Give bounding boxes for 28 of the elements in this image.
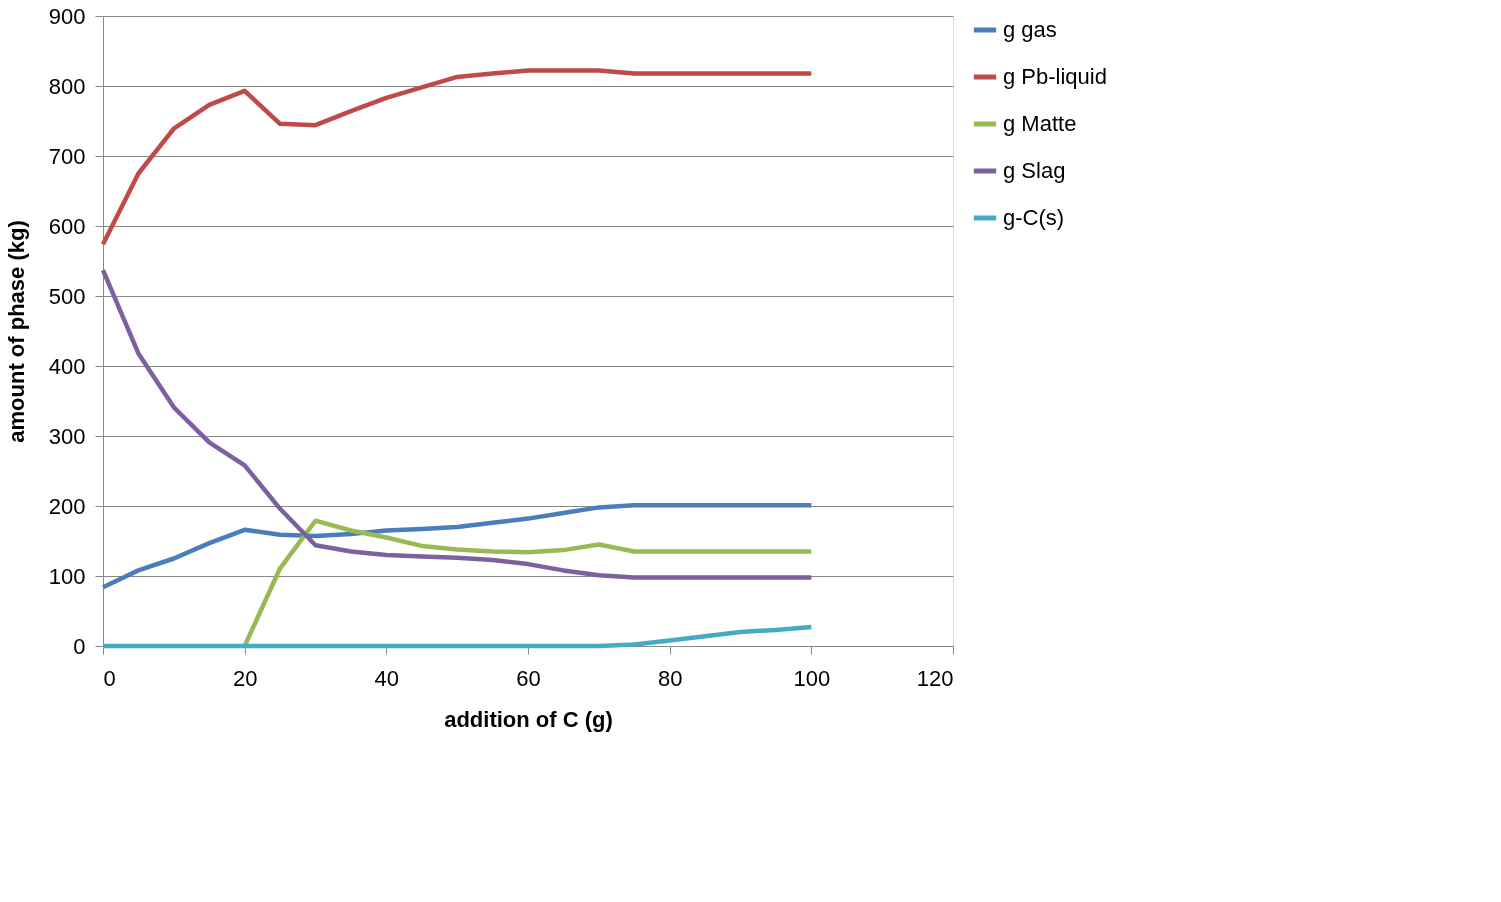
line-series (100, 68, 814, 247)
y-tick-label: 700 (48, 143, 86, 169)
line-series (100, 624, 814, 649)
legend-label: g Matte (1003, 111, 1077, 136)
legend-label: g gas (1003, 17, 1057, 42)
legend-label: g-C(s) (1003, 205, 1065, 230)
y-tick-label: 900 (48, 3, 86, 29)
y-tick-label: 400 (48, 353, 86, 379)
y-tick-label: 800 (48, 73, 86, 99)
line-series (100, 267, 814, 580)
y-tick-label: 0 (73, 633, 86, 659)
y-tick-label: 300 (48, 423, 86, 449)
x-tick-label: 80 (657, 665, 683, 691)
legend-label: g Pb-liquid (1003, 64, 1107, 89)
x-tick-label: 120 (916, 665, 954, 691)
y-axis-title: amount of phase (kg) (3, 220, 29, 443)
x-tick-label: 60 (516, 665, 541, 691)
y-tick-label: 200 (48, 493, 86, 519)
y-tick-label: 600 (48, 213, 86, 239)
x-tick-label: 40 (374, 665, 400, 691)
x-tick-label: 20 (232, 665, 258, 691)
legend-label: g Slag (1003, 158, 1066, 183)
y-tick-label: 100 (48, 563, 86, 589)
line-series (100, 503, 814, 590)
x-tick-label: 100 (793, 665, 831, 691)
x-tick-label: 0 (103, 665, 116, 691)
x-axis-title: addition of C (g) (444, 706, 613, 732)
y-tick-label: 500 (48, 283, 86, 309)
